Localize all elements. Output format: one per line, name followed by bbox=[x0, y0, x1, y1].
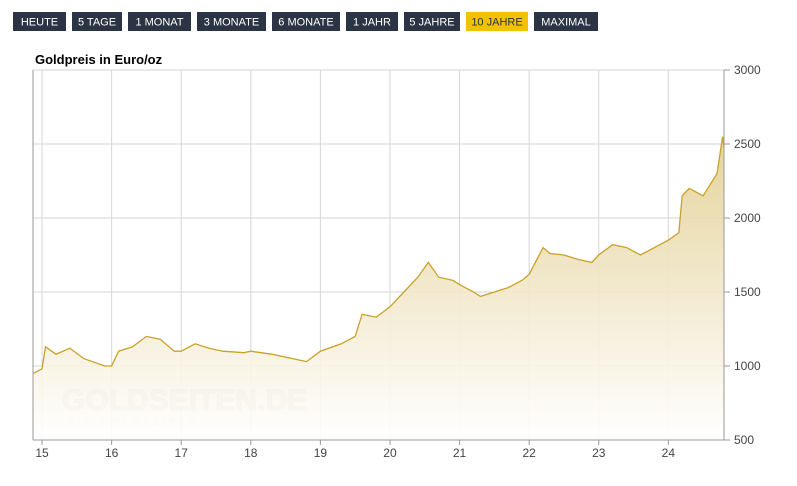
y-tick-label: 3000 bbox=[734, 63, 761, 77]
x-tick-label: 17 bbox=[175, 446, 189, 460]
y-tick-label: 1000 bbox=[734, 359, 761, 373]
price-line bbox=[32, 136, 725, 374]
range-button[interactable]: 5 JAHRE bbox=[404, 12, 460, 31]
range-button[interactable]: 10 JAHRE bbox=[466, 12, 528, 31]
button-label[interactable]: 6 MONATE bbox=[278, 17, 333, 29]
button-background[interactable] bbox=[197, 12, 266, 31]
button-background[interactable] bbox=[404, 12, 460, 31]
button-label[interactable]: 3 MONATE bbox=[204, 17, 259, 29]
x-tick-label: 22 bbox=[522, 446, 536, 460]
button-label[interactable]: MAXIMAL bbox=[541, 17, 591, 29]
x-tick-label: 16 bbox=[105, 446, 119, 460]
x-tick-label: 18 bbox=[244, 446, 258, 460]
y-tick-label: 2500 bbox=[734, 137, 761, 151]
button-background[interactable] bbox=[72, 12, 122, 31]
x-tick-label: 19 bbox=[314, 446, 328, 460]
x-tick-label: 23 bbox=[592, 446, 606, 460]
button-background[interactable] bbox=[534, 12, 598, 31]
range-button[interactable]: MAXIMAL bbox=[534, 12, 598, 31]
button-background[interactable] bbox=[272, 12, 340, 31]
button-background[interactable] bbox=[346, 12, 398, 31]
button-label[interactable]: 5 JAHRE bbox=[409, 17, 454, 29]
range-button[interactable]: 3 MONATE bbox=[197, 12, 266, 31]
y-tick-label: 1500 bbox=[734, 285, 761, 299]
x-tick-label: 20 bbox=[383, 446, 397, 460]
x-tick-label: 24 bbox=[662, 446, 676, 460]
x-tick-label: 21 bbox=[453, 446, 467, 460]
chart-title: Goldpreis in Euro/oz bbox=[35, 52, 163, 67]
button-label[interactable]: 10 JAHRE bbox=[471, 17, 522, 29]
button-background[interactable] bbox=[466, 12, 528, 31]
range-button[interactable]: 1 JAHR bbox=[346, 12, 398, 31]
button-label[interactable]: 1 JAHR bbox=[353, 17, 391, 29]
range-button[interactable]: HEUTE bbox=[13, 12, 66, 31]
range-button[interactable]: 6 MONATE bbox=[272, 12, 340, 31]
button-label[interactable]: HEUTE bbox=[21, 17, 58, 29]
button-background[interactable] bbox=[13, 12, 66, 31]
button-label[interactable]: 1 MONAT bbox=[135, 17, 183, 29]
area-fill bbox=[33, 136, 724, 440]
range-button[interactable]: 5 TAGE bbox=[72, 12, 122, 31]
range-button[interactable]: 1 MONAT bbox=[128, 12, 191, 31]
button-background[interactable] bbox=[128, 12, 191, 31]
y-tick-label: 500 bbox=[734, 433, 754, 447]
y-tick-label: 2000 bbox=[734, 211, 761, 225]
button-label[interactable]: 5 TAGE bbox=[78, 17, 116, 29]
x-tick-label: 15 bbox=[35, 446, 49, 460]
